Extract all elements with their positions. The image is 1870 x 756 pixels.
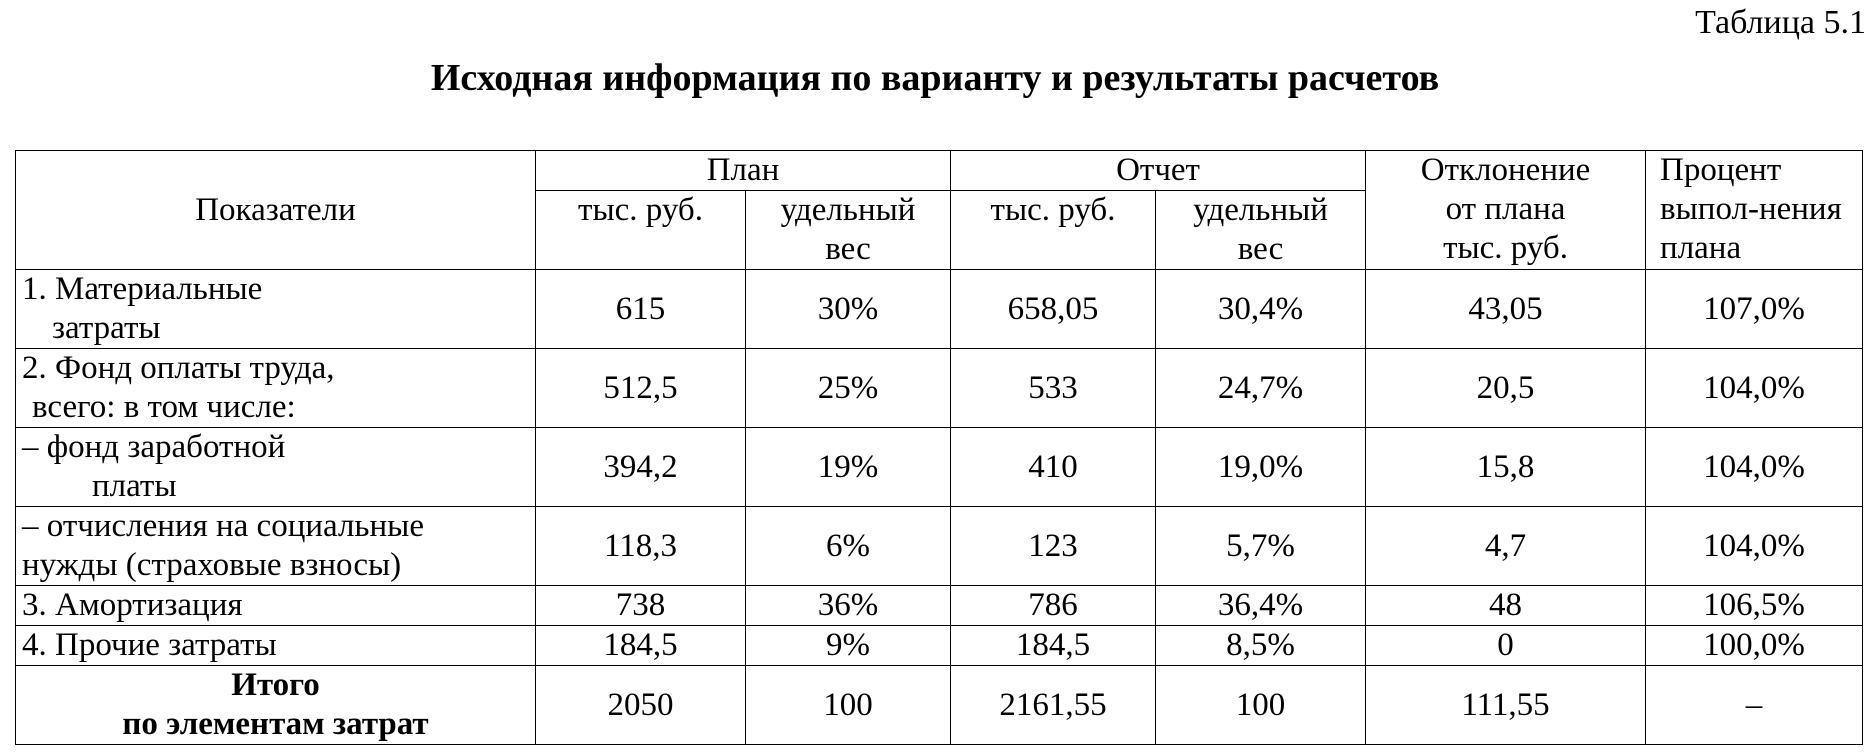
header-report: Отчет <box>950 150 1367 191</box>
document-title: Исходная информация по варианту и резуль… <box>430 57 1440 99</box>
plan-share-cell: 9% <box>744 625 952 666</box>
plan-sum-cell: 512,5 <box>535 348 746 428</box>
percent-cell: 104,0% <box>1645 348 1864 428</box>
header-plan: План <box>534 150 952 191</box>
deviation-cell: 20,5 <box>1365 348 1647 428</box>
header-percent: Процент выпол-нения плана <box>1645 150 1864 270</box>
header-plan-sum: тыс. руб. <box>535 190 746 270</box>
header-row-groups: Показатели План Отчет Отклонение от план… <box>15 150 1864 270</box>
percent-cell: 106,5% <box>1645 585 1864 626</box>
report-share-cell: 36,4% <box>1155 585 1367 626</box>
percent-cell: 104,0% <box>1645 506 1864 586</box>
report-share-cell: 30,4% <box>1155 269 1367 349</box>
row-label: 4. Прочие затраты <box>15 625 536 666</box>
header-row-subcolumns: тыс. руб. удельный вес тыс. руб. удельны… <box>16 190 1863 270</box>
table-row: 4. Прочие затраты 184,5 9% 184,5 8,5% 0 … <box>15 625 1864 666</box>
table-row: – фонд заработной платы 394,2 19% 410 19… <box>15 427 1864 507</box>
row-label: 2. Фонд оплаты труда, всего: в том числе… <box>15 348 536 428</box>
table-row: – отчисления на социальные нужды (страхо… <box>15 506 1864 586</box>
plan-sum-cell: 394,2 <box>535 427 746 507</box>
row-label: 3. Амортизация <box>15 585 536 626</box>
row-label: 1. Материальные затраты <box>15 269 536 349</box>
table-number: Таблица 5.1 <box>1695 4 1866 41</box>
header-deviation: Отклонение от плана тыс. руб. <box>1365 150 1647 270</box>
deviation-cell: 0 <box>1365 625 1647 666</box>
report-share-cell: 24,7% <box>1155 348 1367 428</box>
plan-share-cell: 25% <box>744 348 952 428</box>
report-share-cell: 100 <box>1155 665 1367 745</box>
plan-sum-cell: 738 <box>535 585 746 626</box>
plan-sum-cell: 615 <box>535 269 746 349</box>
deviation-cell: 43,05 <box>1365 269 1647 349</box>
percent-cell: 107,0% <box>1645 269 1864 349</box>
table-row: 1. Материальные затраты 615 30% 658,05 3… <box>15 269 1864 349</box>
plan-sum-cell: 184,5 <box>535 625 746 666</box>
total-label: Итого по элементам затрат <box>15 665 536 745</box>
report-sum-cell: 184,5 <box>950 625 1157 666</box>
plan-share-cell: 36% <box>744 585 952 626</box>
plan-share-cell: 30% <box>744 269 952 349</box>
deviation-cell: 111,55 <box>1365 665 1647 745</box>
plan-share-cell: 100 <box>744 665 952 745</box>
deviation-cell: 4,7 <box>1365 506 1647 586</box>
report-share-cell: 19,0% <box>1155 427 1367 507</box>
total-row: Итого по элементам затрат 2050 100 2161,… <box>15 665 1864 745</box>
percent-cell: 104,0% <box>1645 427 1864 507</box>
report-sum-cell: 410 <box>950 427 1157 507</box>
table-row: 3. Амортизация 738 36% 786 36,4% 48 106,… <box>15 585 1864 626</box>
deviation-cell: 15,8 <box>1365 427 1647 507</box>
row-label: – фонд заработной платы <box>15 427 536 507</box>
plan-share-cell: 19% <box>744 427 952 507</box>
header-plan-share: удельный вес <box>744 190 952 270</box>
header-report-share: удельный вес <box>1155 190 1367 270</box>
report-share-cell: 5,7% <box>1155 506 1367 586</box>
report-share-cell: 8,5% <box>1155 625 1367 666</box>
deviation-cell: 48 <box>1365 585 1647 626</box>
plan-share-cell: 6% <box>744 506 952 586</box>
table-row: 2. Фонд оплаты труда, всего: в том числе… <box>15 348 1864 428</box>
report-sum-cell: 658,05 <box>950 269 1157 349</box>
plan-sum-cell: 2050 <box>535 665 746 745</box>
report-sum-cell: 2161,55 <box>950 665 1157 745</box>
row-label: – отчисления на социальные нужды (страхо… <box>15 506 536 586</box>
report-sum-cell: 786 <box>950 585 1157 626</box>
header-indicators: Показатели <box>15 150 536 270</box>
results-table: Показатели План Отчет Отклонение от план… <box>15 150 1864 745</box>
percent-cell: – <box>1645 665 1864 745</box>
header-report-sum: тыс. руб. <box>950 190 1157 270</box>
report-sum-cell: 123 <box>950 506 1157 586</box>
percent-cell: 100,0% <box>1645 625 1864 666</box>
plan-sum-cell: 118,3 <box>535 506 746 586</box>
report-sum-cell: 533 <box>950 348 1157 428</box>
